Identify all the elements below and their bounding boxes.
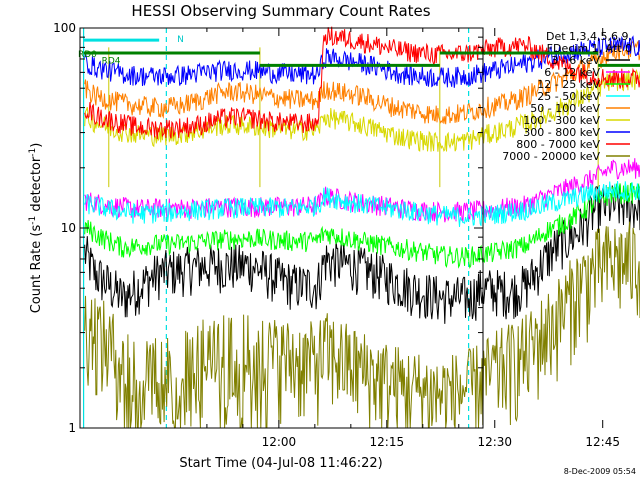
y-axis-label-main: Count Rate (s (29, 225, 44, 314)
series-line (84, 35, 640, 88)
y-tick-label: 1 (68, 421, 76, 435)
legend-label: 12 - 25 keV (537, 78, 600, 91)
x-tick-label: 12:00 (262, 435, 297, 449)
legend-header-2: FDecim 1, Att 0 (547, 42, 632, 55)
legend-label: 6 - 12 keV (544, 66, 600, 79)
night-label: N (177, 35, 184, 45)
y-axis-label: Count Rate (s-1 detector-1) (28, 143, 44, 314)
legend-label: 300 - 800 keV (523, 126, 600, 139)
rd4-label: RD4 (102, 56, 121, 66)
series-line (84, 221, 640, 429)
y-axis-label-sup: -1 (28, 216, 38, 225)
legend-label: 25 - 50 keV (537, 90, 600, 103)
legend-label: 800 - 7000 keV (516, 138, 600, 151)
y-axis: 1 10 100 (53, 21, 483, 435)
footer-timestamp: 8-Dec-2009 05:54 (564, 467, 636, 476)
x-axis-label: Start Time (04-Jul-08 11:46:22) (179, 456, 382, 471)
legend-header-1: Det 1,3,4,5,6,9, (546, 30, 632, 43)
rd0-label: RD0 (78, 50, 97, 60)
plot-area (82, 28, 599, 428)
series-line (84, 182, 640, 269)
y-axis-label-rest: detector (29, 156, 44, 216)
legend: Det 1,3,4,5,6,9, FDecim 1, Att 0 3 - 6 k… (502, 30, 632, 163)
series-line (84, 40, 640, 125)
x-tick-label: 12:15 (370, 435, 405, 449)
overlay-layer: RD0 RD4 N (78, 35, 640, 67)
y-tick-label: 100 (53, 21, 76, 35)
legend-label: 100 - 300 keV (523, 114, 600, 127)
x-tick-label: 12:30 (477, 435, 512, 449)
legend-label: 3 - 6 keV (551, 54, 600, 67)
series-line (84, 180, 640, 227)
series-line (84, 68, 640, 152)
legend-label: 50 - 100 keV (530, 102, 600, 115)
series-layer (84, 26, 640, 429)
chart-title: HESSI Observing Summary Count Rates (131, 2, 430, 20)
legend-label: 7000 - 20000 keV (502, 150, 600, 163)
series-line (84, 184, 640, 324)
y-axis-label-sup2: -1 (28, 148, 38, 157)
x-tick-label: 12:45 (585, 435, 620, 449)
y-axis-label-end: ) (29, 143, 44, 148)
y-tick-label: 10 (61, 221, 76, 235)
